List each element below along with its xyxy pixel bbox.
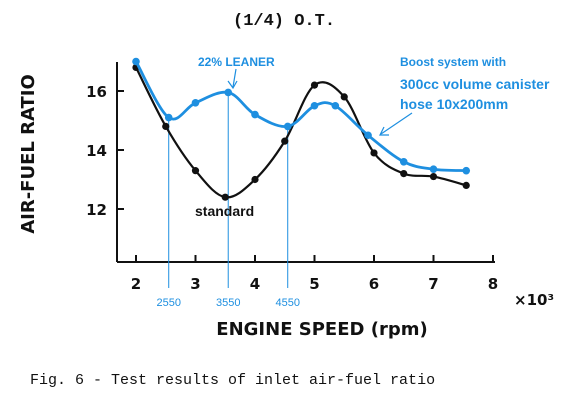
marker-layer: 2550 3550 4550 <box>156 92 300 309</box>
x-tick-label: 3 <box>190 275 200 293</box>
x-tick-label: 4 <box>250 275 260 293</box>
x-tick-label: 2 <box>131 275 141 293</box>
series-standard-point <box>400 170 408 178</box>
y-tick-label: 14 <box>86 142 107 160</box>
x-tick-label: 8 <box>488 275 498 293</box>
series-label-standard: standard <box>195 203 254 219</box>
x-axis-multiplier: ×10³ <box>514 291 554 309</box>
series-standard-point <box>462 181 470 189</box>
x-axis-label: ENGINE SPEED (rpm) <box>216 319 427 340</box>
boost-label-line-2: 300cc volume canister <box>400 76 550 92</box>
series-standard-point <box>370 149 378 157</box>
series-standard-point <box>191 167 200 175</box>
series-boost-system <box>132 57 471 175</box>
annotation-arrow-line <box>232 68 237 88</box>
chart-title: (1/4) O.T. <box>233 12 335 31</box>
boost-label-line-1: Boost system with <box>400 55 506 69</box>
marker-label-2550: 2550 <box>156 297 180 309</box>
tick-layer: 2 3 4 5 6 7 8 12 14 16 <box>86 83 498 293</box>
annotation-arrow-head <box>227 80 238 90</box>
series-boost-system-point <box>164 113 173 122</box>
series-boost-system-point <box>364 131 372 140</box>
series-boost-system-point <box>283 122 292 131</box>
boost-label-line-3: hose 10x200mm <box>400 96 508 112</box>
marker-label-4550: 4550 <box>275 297 299 309</box>
x-tick-label: 6 <box>369 275 379 293</box>
boost-label-arrow-head <box>379 126 389 136</box>
series-standard-point <box>281 137 289 145</box>
series-boost-system-point <box>399 158 408 166</box>
series-standard-point <box>340 93 348 101</box>
y-axis-label: AIR-FUEL RATIO <box>18 74 39 234</box>
series-boost-system-point <box>429 165 438 173</box>
boost-label-arrow <box>379 112 413 136</box>
series-standard-point <box>310 81 319 89</box>
series-standard <box>132 63 470 201</box>
series-layer <box>132 57 471 201</box>
boost-label-arrow-line <box>380 112 413 135</box>
x-tick-label: 5 <box>309 275 319 293</box>
marker-label-3550: 3550 <box>216 297 240 309</box>
plot-axes <box>116 62 495 263</box>
series-boost-system-point <box>132 57 140 66</box>
figure-caption: Fig. 6 - Test results of inlet air-fuel … <box>30 372 435 389</box>
series-standard-point <box>221 193 229 201</box>
series-label-boost: Boost system with 300cc volume canister … <box>400 55 550 112</box>
y-tick-label: 16 <box>86 83 107 101</box>
y-tick-label: 12 <box>86 201 107 219</box>
series-standard-point <box>429 172 438 181</box>
series-standard-point <box>251 175 259 184</box>
series-boost-system-point <box>462 166 471 175</box>
annotation-leaner: 22% LEANER <box>198 55 275 69</box>
series-boost-system-point <box>191 99 200 107</box>
series-standard-point <box>162 122 170 130</box>
annotation-arrow <box>227 68 238 90</box>
series-boost-system-point <box>224 88 233 97</box>
series-boost-system-point <box>310 101 319 110</box>
series-boost-system-point <box>251 110 259 119</box>
series-boost-system-point <box>331 101 340 110</box>
x-tick-label: 7 <box>428 275 438 293</box>
